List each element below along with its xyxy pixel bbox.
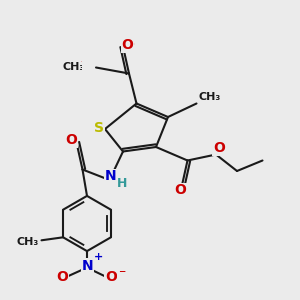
Text: O: O <box>122 38 134 52</box>
Text: S: S <box>94 121 104 134</box>
Text: O: O <box>105 270 117 283</box>
Text: O: O <box>122 38 134 52</box>
Text: CH₃: CH₃ <box>62 62 85 73</box>
Text: O: O <box>56 270 68 283</box>
Text: O: O <box>65 133 77 147</box>
Text: H: H <box>117 177 127 190</box>
Text: ⁻: ⁻ <box>118 268 125 281</box>
Text: O: O <box>78 60 89 74</box>
Text: O: O <box>213 142 225 155</box>
Text: N: N <box>82 259 93 273</box>
Text: CH₃: CH₃ <box>199 92 221 103</box>
Text: +: + <box>94 252 103 262</box>
Text: CH₃: CH₃ <box>17 237 39 247</box>
Text: N: N <box>105 169 117 183</box>
Text: O: O <box>174 184 186 197</box>
